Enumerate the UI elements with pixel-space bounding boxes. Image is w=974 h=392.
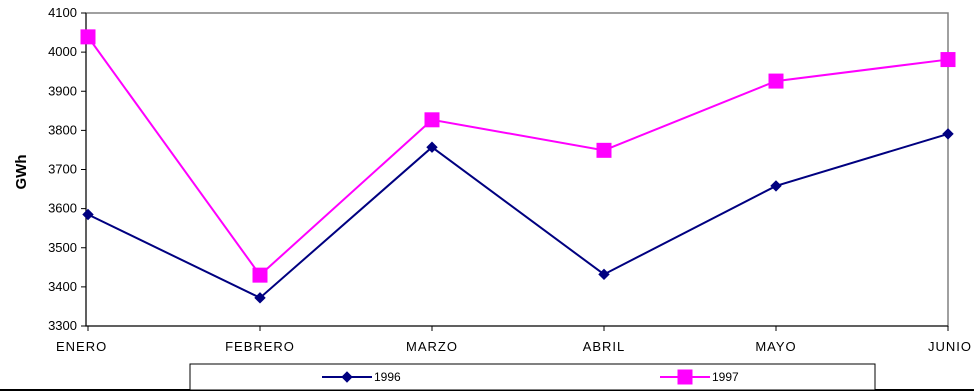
data-point-1997 [940,52,956,68]
legend-marker-1997 [677,369,693,385]
data-point-1996 [942,128,954,140]
x-tick-label: MARZO [406,339,458,354]
x-tick-label: ABRIL [583,339,626,354]
x-tick-label: MAYO [755,339,796,354]
data-point-1997 [424,112,440,128]
y-tick-label: 4000 [48,44,77,59]
y-axis-label: GWh [13,155,30,190]
data-point-1997 [596,142,612,158]
y-tick-label: 3800 [48,122,77,137]
plot-area-frame [85,12,949,327]
legend: 1996 1997 [189,363,876,391]
legend-box [189,363,876,391]
legend-label-1997: 1997 [712,370,739,384]
y-tick-label: 3900 [48,83,77,98]
data-point-1996 [770,180,782,192]
y-tick-label: 4100 [48,5,77,20]
series-line-1997 [87,36,949,277]
x-axis-ticks: ENERO FEBRERO MARZO ABRIL MAYO JUNIO [56,326,972,354]
data-point-1996 [598,268,610,281]
y-tick-label: 3700 [48,162,77,177]
series-group [80,29,956,304]
data-point-1996 [82,208,94,221]
y-tick-label: 3400 [48,279,77,294]
data-point-1996 [254,292,266,304]
series-1997 [80,29,956,283]
y-tick-label: 3300 [48,318,77,333]
y-axis-ticks: 3300 3400 3500 3600 3700 3800 3900 4000 4100 [48,5,86,333]
x-tick-label: JUNIO [928,339,972,354]
series-1996 [82,128,954,304]
series-line-1996 [87,132,949,300]
x-tick-label: FEBRERO [225,339,295,354]
legend-marker-1996 [341,371,353,383]
data-point-1996 [426,141,438,153]
data-point-1997 [252,267,268,283]
y-tick-label: 3500 [48,240,77,255]
data-point-1997 [768,73,784,89]
x-tick-label: ENERO [56,339,107,354]
data-point-1997 [80,29,96,45]
legend-label-1996: 1996 [374,370,401,384]
y-tick-label: 3600 [48,201,77,216]
